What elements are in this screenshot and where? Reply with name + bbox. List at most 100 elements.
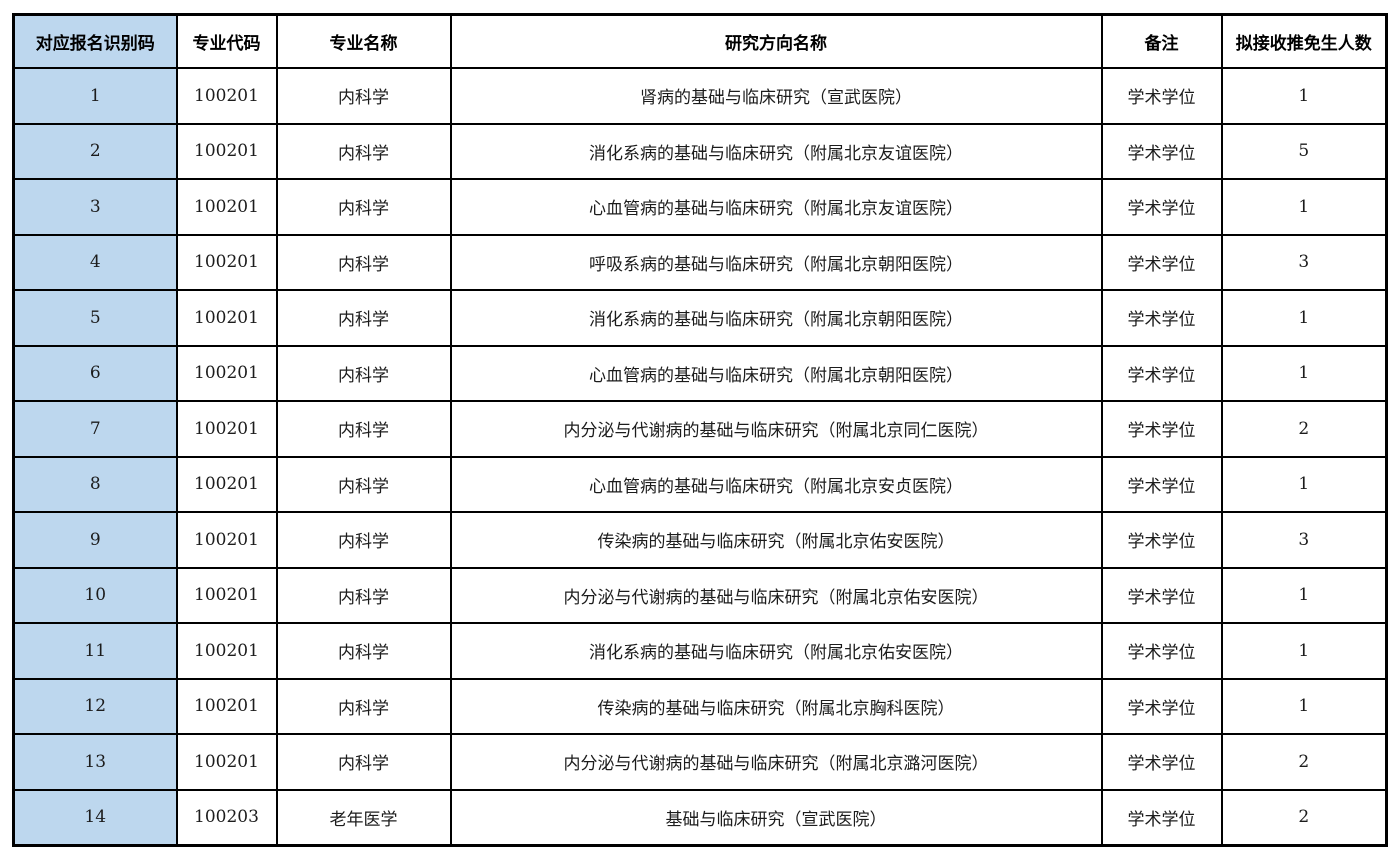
cell-major-name: 内科学 bbox=[275, 289, 452, 347]
col-header-remark: 备注 bbox=[1100, 13, 1223, 69]
col-header-major-code: 专业代码 bbox=[175, 13, 278, 69]
cell-major-name: 内科学 bbox=[275, 344, 452, 402]
cell-admit-count: 3 bbox=[1220, 511, 1388, 569]
cell-major-name: 内科学 bbox=[275, 122, 452, 180]
cell-major-name: 内科学 bbox=[275, 67, 452, 125]
table-row: 1 100201 内科学 肾病的基础与临床研究（宣武医院） 学术学位 1 bbox=[12, 67, 1388, 125]
cell-registration-id: 14 bbox=[12, 788, 178, 847]
cell-remark: 学术学位 bbox=[1100, 677, 1223, 735]
cell-major-code: 100201 bbox=[175, 622, 278, 680]
cell-admit-count: 1 bbox=[1220, 178, 1388, 236]
cell-admit-count: 1 bbox=[1220, 622, 1388, 680]
cell-admit-count: 5 bbox=[1220, 122, 1388, 180]
cell-major-code: 100201 bbox=[175, 67, 278, 125]
cell-major-code: 100201 bbox=[175, 511, 278, 569]
cell-research-direction: 基础与临床研究（宣武医院） bbox=[449, 788, 1103, 847]
cell-registration-id: 8 bbox=[12, 455, 178, 513]
table-body: 1 100201 内科学 肾病的基础与临床研究（宣武医院） 学术学位 1 2 100201 内科… bbox=[12, 67, 1388, 847]
cell-major-code: 100201 bbox=[175, 677, 278, 735]
col-header-research-direction: 研究方向名称 bbox=[449, 13, 1103, 69]
cell-major-code: 100203 bbox=[175, 788, 278, 847]
cell-registration-id: 9 bbox=[12, 511, 178, 569]
cell-major-name: 内科学 bbox=[275, 178, 452, 236]
cell-remark: 学术学位 bbox=[1100, 400, 1223, 458]
cell-remark: 学术学位 bbox=[1100, 233, 1223, 291]
col-header-major-name: 专业名称 bbox=[275, 13, 452, 69]
cell-research-direction: 消化系病的基础与临床研究（附属北京友谊医院） bbox=[449, 122, 1103, 180]
cell-research-direction: 肾病的基础与临床研究（宣武医院） bbox=[449, 67, 1103, 125]
cell-registration-id: 1 bbox=[12, 67, 178, 125]
cell-research-direction: 内分泌与代谢病的基础与临床研究（附属北京潞河医院） bbox=[449, 733, 1103, 791]
table-row: 11 100201 内科学 消化系病的基础与临床研究（附属北京佑安医院） 学术学位 1 bbox=[12, 622, 1388, 680]
cell-admit-count: 1 bbox=[1220, 67, 1388, 125]
cell-registration-id: 2 bbox=[12, 122, 178, 180]
cell-admit-count: 2 bbox=[1220, 788, 1388, 847]
cell-registration-id: 5 bbox=[12, 289, 178, 347]
table-header: 对应报名识别码 专业代码 专业名称 研究方向名称 备注 拟接收推免生人数 bbox=[12, 13, 1388, 69]
cell-research-direction: 传染病的基础与临床研究（附属北京佑安医院） bbox=[449, 511, 1103, 569]
cell-major-code: 100201 bbox=[175, 400, 278, 458]
table-row: 14 100203 老年医学 基础与临床研究（宣武医院） 学术学位 2 bbox=[12, 788, 1388, 847]
cell-registration-id: 4 bbox=[12, 233, 178, 291]
table-row: 5 100201 内科学 消化系病的基础与临床研究（附属北京朝阳医院） 学术学位 1 bbox=[12, 289, 1388, 347]
cell-remark: 学术学位 bbox=[1100, 733, 1223, 791]
cell-major-code: 100201 bbox=[175, 344, 278, 402]
cell-major-name: 内科学 bbox=[275, 511, 452, 569]
cell-remark: 学术学位 bbox=[1100, 178, 1223, 236]
cell-registration-id: 10 bbox=[12, 566, 178, 624]
cell-major-name: 内科学 bbox=[275, 677, 452, 735]
cell-major-code: 100201 bbox=[175, 455, 278, 513]
table-row: 13 100201 内科学 内分泌与代谢病的基础与临床研究（附属北京潞河医院） 学术学位… bbox=[12, 733, 1388, 791]
cell-registration-id: 6 bbox=[12, 344, 178, 402]
cell-admit-count: 1 bbox=[1220, 289, 1388, 347]
table-row: 8 100201 内科学 心血管病的基础与临床研究（附属北京安贞医院） 学术学位 1 bbox=[12, 455, 1388, 513]
cell-remark: 学术学位 bbox=[1100, 344, 1223, 402]
header-row: 对应报名识别码 专业代码 专业名称 研究方向名称 备注 拟接收推免生人数 bbox=[12, 13, 1388, 69]
cell-admit-count: 2 bbox=[1220, 733, 1388, 791]
cell-remark: 学术学位 bbox=[1100, 511, 1223, 569]
admission-plan-table: 对应报名识别码 专业代码 专业名称 研究方向名称 备注 拟接收推免生人数 1 10… bbox=[12, 13, 1388, 847]
cell-registration-id: 13 bbox=[12, 733, 178, 791]
cell-research-direction: 呼吸系病的基础与临床研究（附属北京朝阳医院） bbox=[449, 233, 1103, 291]
cell-major-name: 内科学 bbox=[275, 733, 452, 791]
cell-research-direction: 心血管病的基础与临床研究（附属北京朝阳医院） bbox=[449, 344, 1103, 402]
cell-admit-count: 1 bbox=[1220, 566, 1388, 624]
table-row: 7 100201 内科学 内分泌与代谢病的基础与临床研究（附属北京同仁医院） 学术学位 2 bbox=[12, 400, 1388, 458]
cell-major-name: 内科学 bbox=[275, 566, 452, 624]
cell-admit-count: 1 bbox=[1220, 344, 1388, 402]
cell-major-name: 内科学 bbox=[275, 233, 452, 291]
cell-research-direction: 心血管病的基础与临床研究（附属北京安贞医院） bbox=[449, 455, 1103, 513]
cell-major-code: 100201 bbox=[175, 122, 278, 180]
cell-major-code: 100201 bbox=[175, 566, 278, 624]
cell-research-direction: 内分泌与代谢病的基础与临床研究（附属北京佑安医院） bbox=[449, 566, 1103, 624]
cell-remark: 学术学位 bbox=[1100, 289, 1223, 347]
cell-major-code: 100201 bbox=[175, 178, 278, 236]
table-row: 3 100201 内科学 心血管病的基础与临床研究（附属北京友谊医院） 学术学位 1 bbox=[12, 178, 1388, 236]
cell-major-name: 内科学 bbox=[275, 622, 452, 680]
cell-research-direction: 传染病的基础与临床研究（附属北京胸科医院） bbox=[449, 677, 1103, 735]
cell-major-code: 100201 bbox=[175, 289, 278, 347]
cell-registration-id: 11 bbox=[12, 622, 178, 680]
cell-registration-id: 12 bbox=[12, 677, 178, 735]
cell-remark: 学术学位 bbox=[1100, 566, 1223, 624]
cell-major-name: 老年医学 bbox=[275, 788, 452, 847]
cell-registration-id: 7 bbox=[12, 400, 178, 458]
cell-admit-count: 3 bbox=[1220, 233, 1388, 291]
table-row: 4 100201 内科学 呼吸系病的基础与临床研究（附属北京朝阳医院） 学术学位 3 bbox=[12, 233, 1388, 291]
col-header-registration-id: 对应报名识别码 bbox=[12, 13, 178, 69]
cell-major-code: 100201 bbox=[175, 233, 278, 291]
cell-remark: 学术学位 bbox=[1100, 455, 1223, 513]
cell-research-direction: 消化系病的基础与临床研究（附属北京佑安医院） bbox=[449, 622, 1103, 680]
cell-admit-count: 1 bbox=[1220, 677, 1388, 735]
cell-research-direction: 内分泌与代谢病的基础与临床研究（附属北京同仁医院） bbox=[449, 400, 1103, 458]
table-row: 9 100201 内科学 传染病的基础与临床研究（附属北京佑安医院） 学术学位 3 bbox=[12, 511, 1388, 569]
cell-remark: 学术学位 bbox=[1100, 622, 1223, 680]
cell-admit-count: 1 bbox=[1220, 455, 1388, 513]
cell-remark: 学术学位 bbox=[1100, 122, 1223, 180]
table-row: 10 100201 内科学 内分泌与代谢病的基础与临床研究（附属北京佑安医院） 学术学位… bbox=[12, 566, 1388, 624]
cell-registration-id: 3 bbox=[12, 178, 178, 236]
cell-major-name: 内科学 bbox=[275, 455, 452, 513]
cell-admit-count: 2 bbox=[1220, 400, 1388, 458]
col-header-admit-count: 拟接收推免生人数 bbox=[1220, 13, 1388, 69]
